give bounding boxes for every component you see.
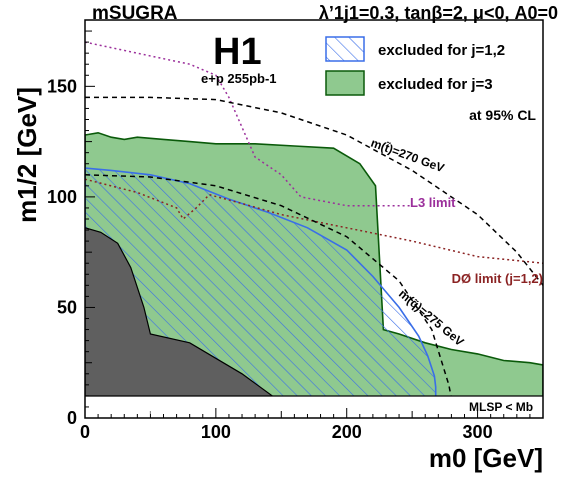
line-l3-limit xyxy=(85,41,413,207)
confidence-level-label: at 95% CL xyxy=(469,107,536,123)
legend-swatch-j3 xyxy=(325,70,365,96)
y-tick-label: 150 xyxy=(47,76,77,96)
y-axis-label: m1/2 [GeV] xyxy=(12,87,42,223)
mlsp-mb-label: MLSP < Mb xyxy=(469,400,533,414)
x-tick-label: 100 xyxy=(201,422,231,442)
contour-squark-275 xyxy=(85,174,457,418)
legend-swatch-j12 xyxy=(325,36,365,62)
line-d0-limit xyxy=(85,178,543,264)
stop-contour-label: m(t̃)=270 GeV xyxy=(369,135,446,175)
not-allowed-label: not allowed xyxy=(93,396,209,419)
y-tick-label: 50 xyxy=(57,297,77,317)
d0-limit-label: DØ limit (j=1,2) xyxy=(452,271,543,286)
experiment-label: H1 xyxy=(213,31,262,73)
x-tick-label: 0 xyxy=(80,422,90,442)
region-not-allowed xyxy=(85,227,334,418)
luminosity-label: e+p 255pb-1 xyxy=(201,71,277,86)
x-tick-label: 300 xyxy=(463,422,493,442)
axis-ticks: 0 100 200 300 0 50 100 150 xyxy=(47,19,544,442)
plot-area xyxy=(85,41,543,418)
legend-label-j3: excluded for j=3 xyxy=(378,76,493,93)
title-right: λ’1j1=0.3, tanβ=2, μ<0, A0=0 xyxy=(319,3,558,23)
l3-limit-label: L3 limit xyxy=(410,195,456,210)
x-axis-label: m0 [GeV] xyxy=(429,443,543,473)
title-left: mSUGRA xyxy=(92,3,178,24)
y-tick-label: 100 xyxy=(47,187,77,207)
legend: excluded for j=1,2 excluded for j=3 at 9… xyxy=(325,36,536,123)
y-tick-label: 0 xyxy=(67,408,77,428)
x-tick-label: 200 xyxy=(332,422,362,442)
legend-label-j12: excluded for j=1,2 xyxy=(378,42,505,59)
